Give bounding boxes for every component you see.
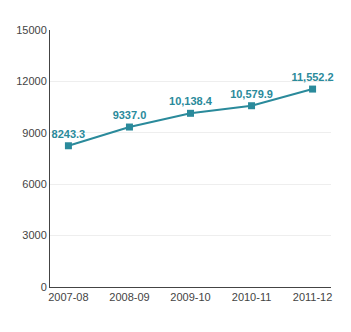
svg-text:2007-08: 2007-08	[48, 291, 88, 303]
svg-text:0: 0	[41, 281, 47, 293]
svg-text:2010-11: 2010-11	[232, 291, 272, 303]
svg-text:15000: 15000	[16, 24, 47, 36]
svg-text:9337.0: 9337.0	[113, 109, 147, 121]
svg-text:9000: 9000	[22, 127, 46, 139]
svg-text:3000: 3000	[22, 229, 46, 241]
svg-text:10,579.9: 10,579.9	[230, 88, 273, 100]
svg-text:12000: 12000	[16, 75, 47, 87]
svg-text:10,138.4: 10,138.4	[169, 95, 213, 107]
svg-text:8243.3: 8243.3	[52, 128, 86, 140]
svg-text:2011-12: 2011-12	[293, 291, 333, 303]
svg-text:11,552.2: 11,552.2	[291, 71, 333, 83]
svg-text:2009-10: 2009-10	[170, 291, 210, 303]
svg-text:6000: 6000	[22, 178, 46, 190]
svg-text:2008-09: 2008-09	[109, 291, 149, 303]
